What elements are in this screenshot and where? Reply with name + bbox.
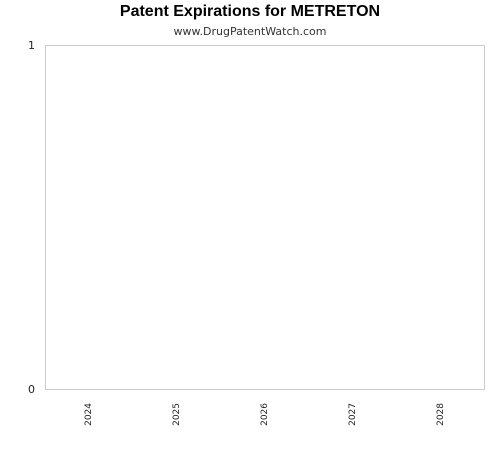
x-tick-label: 2026	[260, 403, 270, 426]
x-tick-label: 2028	[436, 403, 446, 426]
x-axis: 2024 2025 2026 2027 2028	[84, 403, 446, 426]
plot-frame	[45, 45, 485, 390]
x-tick-label: 2025	[172, 403, 182, 426]
chart-title: Patent Expirations for METRETON	[119, 3, 381, 20]
y-axis: 01	[28, 39, 35, 396]
x-tick-label: 2027	[348, 403, 358, 426]
y-tick-label: 0	[28, 383, 35, 396]
y-tick-label: 1	[28, 39, 35, 52]
chart-subtitle: www.DrugPatentWatch.com	[173, 25, 327, 38]
x-tick-label: 2024	[84, 403, 94, 426]
